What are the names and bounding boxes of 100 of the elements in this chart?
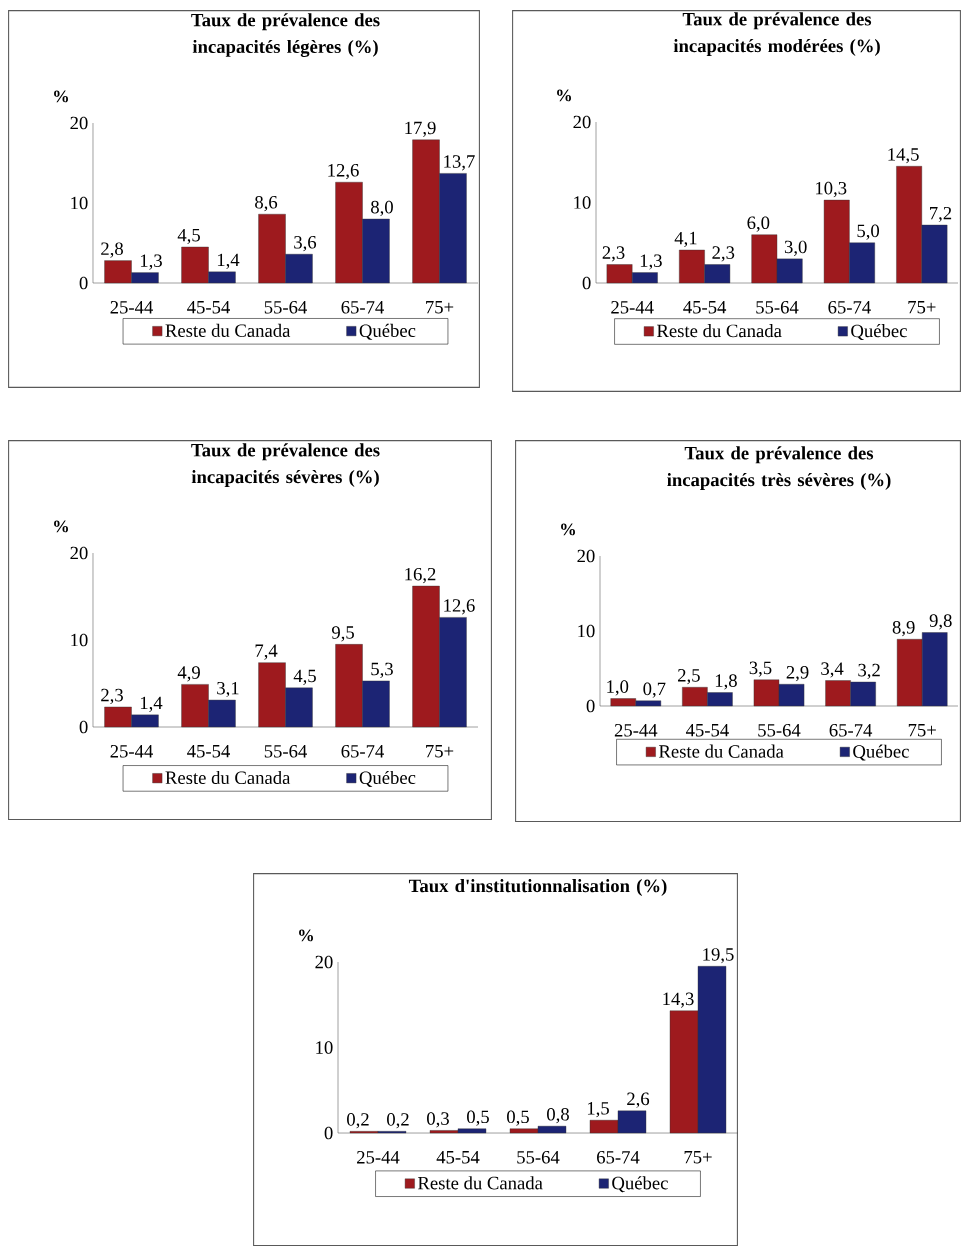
y-tick-label: 0 xyxy=(582,276,591,290)
x-tick-label: 65-74 xyxy=(829,724,873,737)
legend-label: Reste du Canada xyxy=(165,323,291,337)
y-tick-label: 10 xyxy=(316,1041,333,1054)
x-tick-label: 45-54 xyxy=(685,724,729,737)
x-tick-label: 75+ xyxy=(426,745,454,758)
legend-label: Québec xyxy=(359,770,416,787)
data-label: 3,5 xyxy=(749,661,772,677)
x-tick-label: 25-44 xyxy=(611,301,654,314)
data-label: 13,7 xyxy=(444,155,475,171)
x-tick-label: 45-54 xyxy=(683,301,727,314)
x-tick-label: 55-64 xyxy=(517,1151,560,1164)
data-label: 2,8 xyxy=(101,242,123,258)
x-tick-label: 65-74 xyxy=(341,301,384,314)
data-label: 19,5 xyxy=(703,948,734,964)
legend-label: Reste du Canada xyxy=(658,744,784,758)
data-label: 14,3 xyxy=(663,992,694,1008)
data-label: 3,1 xyxy=(217,681,239,698)
data-label: 1,5 xyxy=(587,1102,609,1118)
x-tick-label: 55-64 xyxy=(264,301,307,314)
data-label: 1,0 xyxy=(607,680,629,696)
data-label: 0,8 xyxy=(547,1107,569,1124)
data-label: 9,5 xyxy=(331,626,354,642)
x-tick-label: 65-74 xyxy=(828,301,871,314)
x-tick-label: 45-54 xyxy=(436,1151,480,1164)
data-label: 8,0 xyxy=(371,200,393,217)
chart-title: Taux d'institutionnalisation (%) xyxy=(408,879,667,896)
y-tick-label: 0 xyxy=(586,699,595,713)
y-tick-label: 10 xyxy=(578,624,595,638)
y-tick-label: 10 xyxy=(71,633,88,647)
data-label: 3,0 xyxy=(784,240,807,256)
data-label: 8,9 xyxy=(892,621,915,637)
data-label: 2,3 xyxy=(712,246,735,262)
data-label: 2,3 xyxy=(602,246,625,262)
x-tick-label: 75+ xyxy=(908,301,936,314)
x-tick-label: 25-44 xyxy=(357,1151,400,1164)
x-tick-label: 75+ xyxy=(426,301,454,314)
y-tick-label: 20 xyxy=(577,549,595,563)
data-label: 4,5 xyxy=(177,228,200,245)
data-label: 1,3 xyxy=(140,254,162,270)
x-tick-label: 25-44 xyxy=(614,724,658,737)
legend-label: Québec xyxy=(359,323,416,340)
data-label: 4,5 xyxy=(293,669,316,685)
x-tick-label: 45-54 xyxy=(187,745,230,758)
x-tick-label: 45-54 xyxy=(187,301,230,314)
y-tick-label: 20 xyxy=(70,116,88,130)
y-tick-label: 20 xyxy=(573,115,591,129)
x-tick-label: 55-64 xyxy=(264,745,307,758)
legend-label: Québec xyxy=(612,1176,668,1193)
x-tick-label: 75+ xyxy=(684,1151,712,1164)
data-label: 4,1 xyxy=(674,231,697,248)
data-label: 0,7 xyxy=(643,682,666,698)
x-tick-label: 75+ xyxy=(908,724,936,737)
data-label: 3,6 xyxy=(294,236,317,252)
data-label: 12,6 xyxy=(444,599,475,615)
data-label: 2,6 xyxy=(627,1092,650,1108)
x-tick-label: 55-64 xyxy=(756,301,799,314)
data-label: 7,2 xyxy=(930,206,952,223)
legend-label: Québec xyxy=(853,744,909,761)
data-label: 7,4 xyxy=(255,644,278,660)
x-tick-label: 25-44 xyxy=(110,301,153,314)
y-tick-label: 0 xyxy=(79,276,88,290)
x-tick-label: 65-74 xyxy=(597,1151,640,1164)
y-tick-label: 10 xyxy=(71,196,88,210)
data-label: 16,2 xyxy=(405,567,436,584)
x-tick-label: 55-64 xyxy=(758,724,801,737)
data-label: 2,9 xyxy=(786,666,809,682)
legend-label: Reste du Canada xyxy=(417,1176,543,1190)
data-label: 12,6 xyxy=(328,164,359,180)
data-label: 2,3 xyxy=(101,688,123,705)
legend-label: Reste du Canada xyxy=(656,324,782,338)
y-axis-title: % xyxy=(561,523,575,536)
y-axis-title: % xyxy=(557,89,571,102)
data-label: 10,3 xyxy=(816,181,847,198)
chart-title: Taux de prévalence des incapacités légères (%) xyxy=(191,13,380,57)
y-tick-label: 20 xyxy=(70,546,88,560)
y-tick-label: 0 xyxy=(79,720,88,734)
data-label: 9,8 xyxy=(929,614,952,630)
y-axis-title: % xyxy=(54,90,68,103)
y-tick-label: 0 xyxy=(324,1126,333,1140)
data-label: 5,0 xyxy=(857,224,880,240)
data-label: 0,5 xyxy=(467,1110,489,1126)
data-label: 1,4 xyxy=(217,253,240,269)
data-label: 0,2 xyxy=(347,1113,369,1129)
x-tick-label: 25-44 xyxy=(110,745,153,758)
data-label: 0,3 xyxy=(427,1112,449,1128)
chart-title: Taux de prévalence des incapacités sévères (%) xyxy=(191,443,380,487)
data-label: 17,9 xyxy=(405,121,436,137)
data-label: 8,6 xyxy=(255,195,278,212)
data-label: 1,4 xyxy=(140,696,163,712)
data-label: 1,8 xyxy=(715,674,737,690)
data-label: 0,2 xyxy=(387,1113,409,1129)
data-label: 1,3 xyxy=(640,254,662,270)
y-axis-title: % xyxy=(54,520,68,533)
data-label: 14,5 xyxy=(888,148,919,164)
data-label: 2,5 xyxy=(678,669,700,685)
y-tick-label: 10 xyxy=(574,196,591,209)
chart-title: Taux de prévalence des incapacités très sévères (%) xyxy=(667,446,891,490)
legend-label: Reste du Canada xyxy=(165,770,291,785)
data-label: 4,9 xyxy=(177,666,200,682)
